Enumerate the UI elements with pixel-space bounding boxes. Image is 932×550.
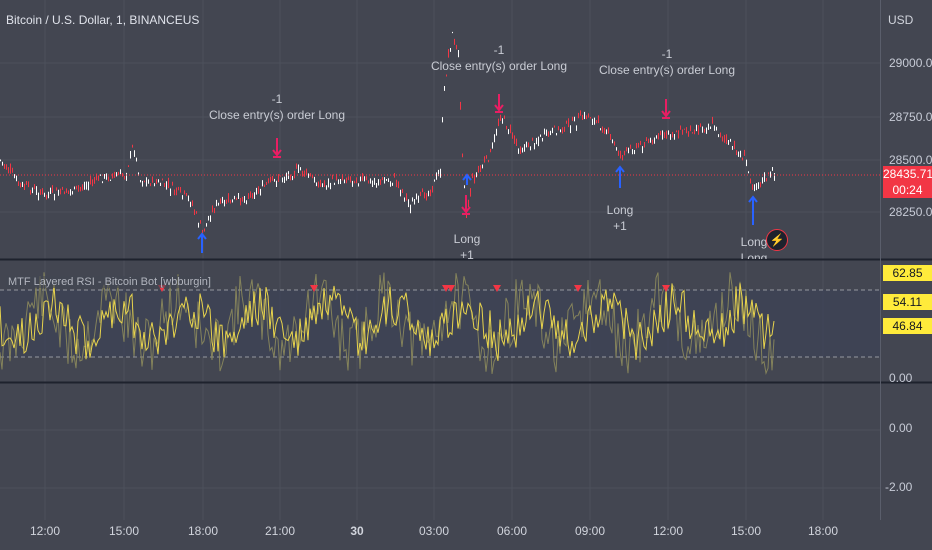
- entry-arrow: [615, 165, 625, 173]
- exit-order-qty: -1: [271, 92, 283, 106]
- exit-order-text: Close entry(s) order Long: [208, 108, 346, 122]
- exit-order-qty: -1: [661, 47, 673, 61]
- entry-arrow: [197, 232, 207, 240]
- rsi-signal-marker: [493, 285, 501, 292]
- last-price-tag: 28435.71: [883, 166, 932, 182]
- exit-arrow: [494, 104, 504, 112]
- entry-arrow: [462, 173, 472, 181]
- time-axis-label: 21:00: [264, 524, 296, 538]
- rsi-value-1: 62.85: [883, 265, 932, 281]
- entry-order-text: Long: [740, 251, 768, 259]
- exit-order-text: Close entry(s) order Long: [598, 63, 736, 77]
- time-axis-label: 12:00: [29, 524, 61, 538]
- entry-order-label: Long +1: [607, 202, 634, 234]
- rsi-line: [0, 272, 775, 376]
- time-axis-label: 18:00: [187, 524, 219, 538]
- exit-arrow: [272, 149, 282, 157]
- rsi-signal-marker: [310, 285, 318, 292]
- symbol-title[interactable]: Bitcoin / U.S. Dollar, 1, BINANCEUS: [6, 13, 200, 27]
- time-axis-label: 06:00: [496, 524, 528, 538]
- lightning-icon[interactable]: ⚡: [766, 229, 788, 251]
- time-axis-label: 12:00: [652, 524, 684, 538]
- time-axis-label: 30: [350, 524, 364, 538]
- time-axis-label: 03:00: [418, 524, 450, 538]
- rsi-signal-marker: [447, 285, 455, 292]
- time-axis-label: 15:00: [730, 524, 762, 538]
- currency-label: USD: [888, 13, 914, 27]
- price-axis-tick: 29000.00: [889, 56, 932, 70]
- entry-arrow: [748, 195, 758, 203]
- time-axis-label: 09:00: [574, 524, 606, 538]
- time-axis-label: 18:00: [807, 524, 839, 538]
- bar-countdown: 00:24: [883, 182, 932, 198]
- exit-arrow: [461, 206, 471, 214]
- entry-order-text: Long: [453, 232, 481, 246]
- exit-order-label: -1 Close entry(s) order Long: [431, 42, 567, 74]
- lower-axis-tick: 0.00: [889, 421, 913, 435]
- exit-order-label: -1 Close entry(s) order Long: [209, 91, 345, 123]
- price-axis-tick: 28250.00: [889, 205, 932, 219]
- indicator-axis-tick: 0.00: [889, 371, 913, 385]
- entry-order-label: Long +1: [454, 231, 481, 259]
- entry-order-text: Long: [606, 203, 634, 217]
- price-axis-tick: 28500.00: [889, 153, 932, 167]
- exit-arrow: [661, 110, 671, 118]
- rsi-line: [0, 283, 775, 361]
- entry-order-qty: +1: [460, 248, 474, 259]
- indicator-title[interactable]: MTF Layered RSI - Bitcoin Bot [wbburgin]: [6, 276, 213, 288]
- exit-order-qty: -1: [493, 43, 505, 57]
- exit-order-text: Close entry(s) order Long: [430, 59, 568, 73]
- price-axis-tick: 28750.00: [889, 110, 932, 124]
- entry-order-qty: +1: [613, 219, 627, 233]
- lower-axis-tick: -2.00: [885, 480, 913, 494]
- rsi-value-3: 46.84: [883, 318, 932, 334]
- rsi-signal-marker: [574, 285, 582, 292]
- time-axis-label: 15:00: [108, 524, 140, 538]
- rsi-signal-marker: [662, 285, 670, 292]
- entry-order-text: Long: [740, 235, 768, 249]
- exit-order-label: -1 Close entry(s) order Long: [599, 46, 735, 78]
- entry-order-label: Long Long: [741, 234, 768, 259]
- rsi-value-2: 54.11: [883, 294, 932, 310]
